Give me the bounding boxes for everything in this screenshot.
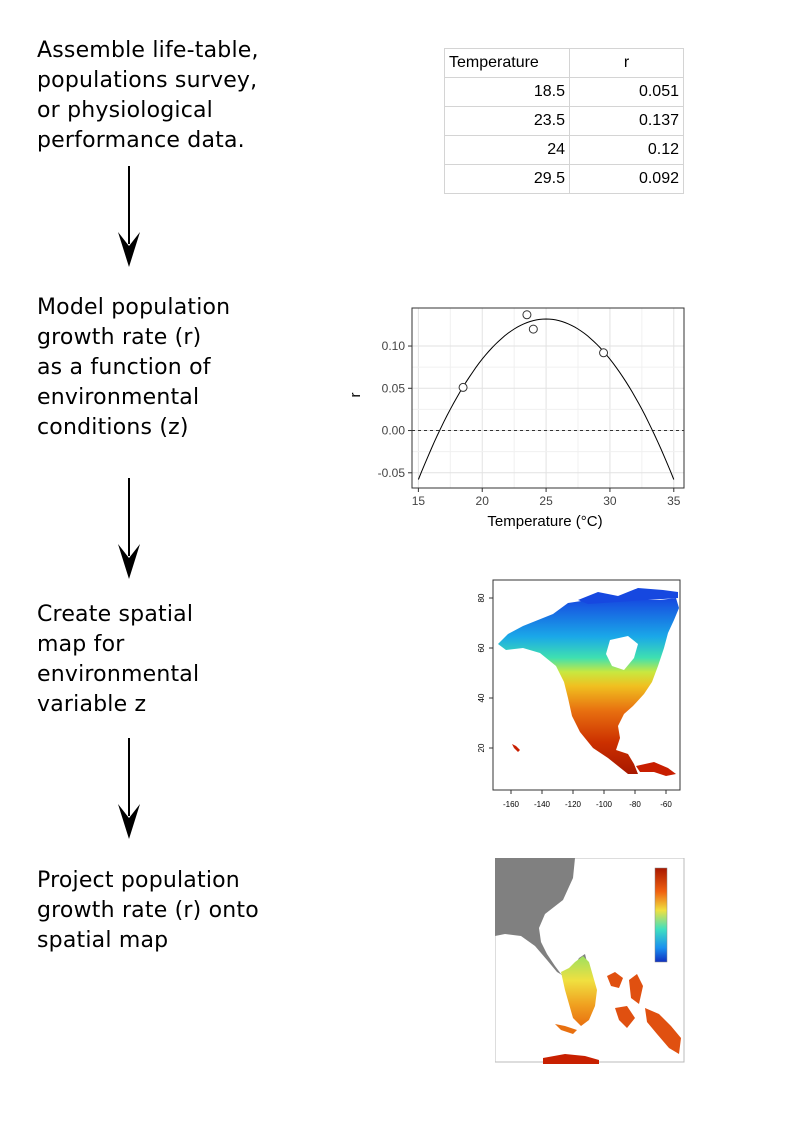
step-text-line: Create spatial [37, 602, 194, 627]
x-axis-label: Temperature (°C) [487, 513, 602, 530]
step-text-line: populations survey, [37, 68, 258, 93]
data-point [599, 348, 609, 358]
arctic-islands [578, 588, 678, 604]
y-axis-label: r [347, 393, 364, 398]
down-arrow-icon [118, 738, 140, 839]
y-tick-label: 0.10 [382, 339, 406, 353]
step-text-line: Project population [37, 868, 240, 893]
y-tick-label: 0.00 [382, 424, 406, 438]
chart-grid [412, 308, 684, 488]
x-tick-label: 15 [412, 494, 426, 508]
step-2-text: Model population growth rate (r) as a fu… [37, 293, 230, 443]
map-y-axis-ticks: 80 60 40 20 [477, 593, 493, 752]
map-y-tick-label: 80 [477, 593, 486, 602]
step-3-text: Create spatial map for environmental var… [37, 600, 199, 720]
florida-projection-map [495, 858, 685, 1064]
step-text-line: Model population [37, 295, 231, 320]
data-table: Temperature r 18.5 0.051 23.5 0.137 24 0… [444, 48, 684, 194]
table-header-temperature: Temperature [444, 48, 570, 78]
map-y-tick-label: 20 [477, 743, 486, 752]
step-text-line: spatial map [37, 928, 169, 953]
step-text-line: conditions (z) [37, 415, 189, 440]
table-row: 24 0.12 [444, 135, 684, 165]
y-axis-ticks: -0.05 0.00 0.05 0.10 [378, 339, 412, 480]
hudson-bay-water [606, 636, 638, 670]
data-points [458, 310, 609, 392]
step-text-line: growth rate (r) [37, 325, 202, 350]
table-cell: 29.5 [444, 164, 570, 194]
step-text-line: growth rate (r) onto [37, 898, 259, 923]
map-x-tick-label: -160 [503, 800, 520, 809]
gray-land-mainland [495, 858, 589, 980]
table-row: 18.5 0.051 [444, 77, 684, 107]
map-x-axis-ticks: -160 -140 -120 -100 -80 -60 [503, 790, 672, 809]
down-arrow-icon [118, 166, 140, 267]
map-x-tick-label: -120 [565, 800, 582, 809]
table-row: 29.5 0.092 [444, 164, 684, 194]
cuba-coast [543, 1054, 599, 1064]
step-4-text: Project population growth rate (r) onto … [37, 866, 259, 956]
map-x-tick-label: -100 [596, 800, 613, 809]
step-text-line: as a function of [37, 355, 211, 380]
map-y-tick-label: 60 [477, 643, 486, 652]
table-cell: 0.137 [569, 106, 684, 136]
table-cell: 18.5 [444, 77, 570, 107]
step-text-line: map for [37, 632, 125, 657]
map-y-tick-label: 40 [477, 693, 486, 702]
legend-color-bar [654, 867, 668, 963]
step-text-line: Assemble life-table, [37, 38, 259, 63]
map-x-tick-label: -140 [534, 800, 551, 809]
florida-keys [555, 1024, 577, 1034]
map-x-tick-label: -60 [660, 800, 672, 809]
table-cell: 0.051 [569, 77, 684, 107]
plot-background [412, 308, 684, 488]
table-row: 23.5 0.137 [444, 106, 684, 136]
step-text-line: performance data. [37, 128, 245, 153]
growth-rate-chart: 15 20 25 30 35 -0.05 0.00 0.05 0.10 Temperature… [347, 307, 685, 530]
x-tick-label: 25 [539, 494, 553, 508]
down-arrow-icon [118, 478, 140, 579]
step-text-line: variable z [37, 692, 147, 717]
step-text-line: or physiological [37, 98, 213, 123]
hawaii-islands [512, 744, 520, 752]
map-legend [654, 867, 668, 963]
data-point [522, 310, 532, 320]
table-cell: 24 [444, 135, 570, 165]
caribbean-islands [636, 762, 676, 776]
data-point [458, 382, 468, 392]
table-cell: 0.12 [569, 135, 684, 165]
step-1-text: Assemble life-table, populations survey,… [37, 36, 259, 156]
x-tick-label: 35 [667, 494, 681, 508]
y-tick-label: -0.05 [378, 466, 406, 480]
plot-frame [411, 307, 685, 489]
map-x-tick-label: -80 [629, 800, 641, 809]
bahamas-islands [607, 972, 681, 1054]
step-text-line: environmental [37, 662, 200, 687]
table-cell: 0.092 [569, 164, 684, 194]
table-cell: 23.5 [444, 106, 570, 136]
north-america-temperature-map: 80 60 40 20 -160 -140 -120 -100 -80 -60 [477, 579, 681, 809]
x-tick-label: 30 [603, 494, 617, 508]
table-header-row: Temperature r [444, 48, 684, 78]
step-text-line: environmental [37, 385, 200, 410]
florida-projected-growth [561, 956, 597, 1026]
data-point [528, 324, 538, 334]
x-tick-label: 20 [476, 494, 490, 508]
table-header-r: r [569, 48, 684, 78]
x-axis-ticks: 15 20 25 30 35 [412, 488, 681, 508]
y-tick-label: 0.05 [382, 381, 406, 395]
